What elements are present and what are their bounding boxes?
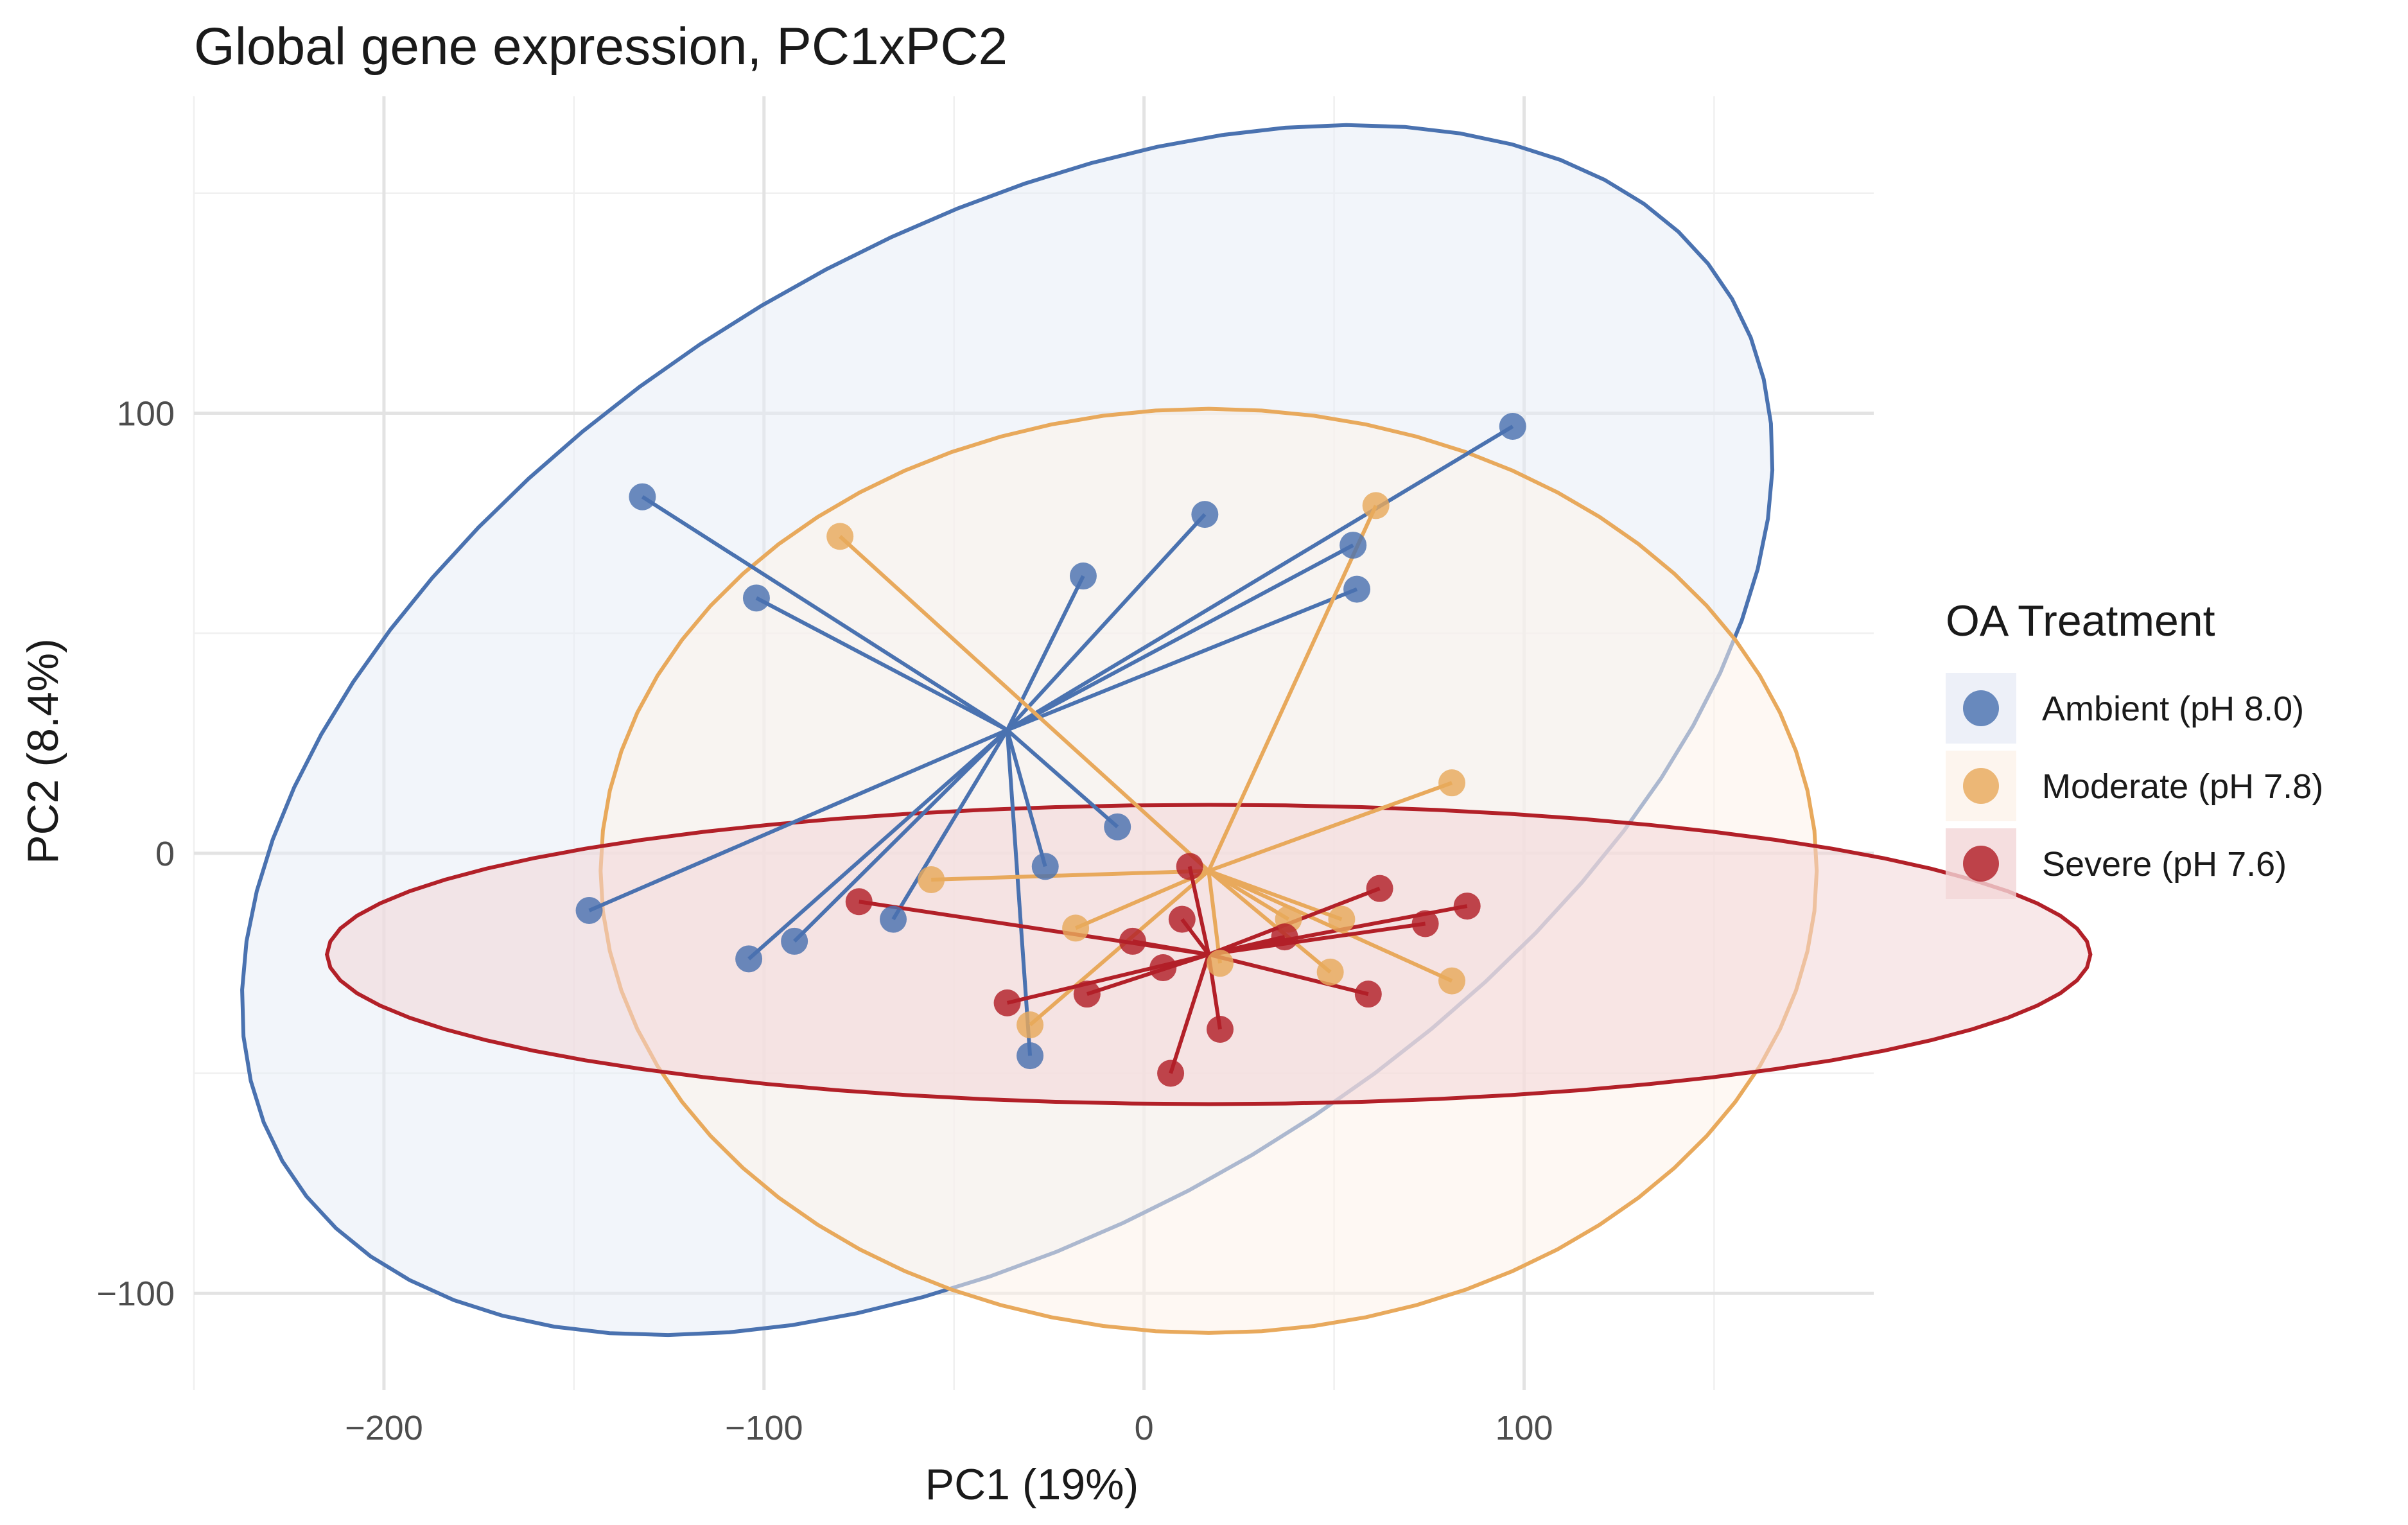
x-axis-title: PC1 (19%) [925,1460,1139,1509]
data-point-series-0 [880,905,907,933]
data-point-series-1 [1328,905,1356,933]
legend-marker-0 [1963,690,1999,726]
spider-line-series-0 [1005,575,1085,731]
x-axis-ticks: −200 −100 0 100 [345,1409,1553,1447]
spider-line-series-0 [1005,729,1047,867]
spider-line-series-0 [1006,728,1119,828]
spider-line-series-0 [1006,424,1514,732]
spider-line-series-0 [1006,513,1207,731]
y-axis-title: PC2 (8.4%) [19,638,67,864]
data-point-series-0 [1016,1042,1044,1070]
data-point-series-1 [918,866,945,893]
spider-line-series-2 [1169,954,1211,1074]
data-point-series-1 [1316,958,1344,986]
spider-line-series-0 [891,729,1009,921]
spider-line-series-1 [1207,870,1222,964]
data-point-series-0 [1069,562,1097,590]
spider-line-series-0 [755,596,1008,732]
data-point-series-0 [1031,853,1059,880]
spider-line-series-0 [1006,543,1354,732]
data-point-series-2 [1073,980,1101,1008]
spider-line-series-0 [1006,587,1358,732]
data-point-series-0 [575,896,603,924]
legend-label-1: Moderate (pH 7.8) [2042,767,2323,806]
legend-title: OA Treatment [1946,597,2215,645]
data-point-series-2 [1354,980,1382,1008]
data-point-series-0 [735,945,763,973]
data-point-series-0 [629,483,656,510]
data-point-series-1 [1016,1011,1044,1039]
data-point-series-2 [845,888,873,916]
data-point-series-1 [826,523,854,550]
spider-line-series-0 [793,728,1009,943]
y-tick-label: 100 [117,394,175,433]
x-tick-label: 0 [1135,1409,1154,1447]
y-axis-ticks: −100 0 100 [96,394,175,1313]
data-point-series-0 [1343,575,1371,603]
legend-marker-1 [1963,768,1999,804]
data-point-series-1 [1362,492,1390,519]
data-point-series-2 [1176,853,1203,880]
legend: OA Treatment Ambient (pH 8.0) Moderate (p… [1946,597,2323,899]
data-point-series-2 [1119,927,1146,955]
spider-line-series-1 [1208,781,1453,873]
x-tick-label: −200 [345,1409,423,1447]
data-point-series-2 [1366,875,1393,902]
spider-line-series-1 [931,869,1209,882]
data-point-series-1 [1438,967,1466,995]
data-point-series-2 [1207,1015,1234,1043]
data-point-series-1 [1062,914,1090,942]
data-point-series-0 [742,584,770,612]
data-point-series-2 [1453,893,1481,920]
x-tick-label: 100 [1495,1409,1553,1447]
x-tick-label: −100 [725,1409,803,1447]
data-point-series-0 [1191,501,1219,528]
data-point-series-1 [1207,950,1234,977]
y-tick-label: −100 [96,1275,175,1313]
data-point-series-0 [1104,813,1131,841]
data-point-series-0 [781,927,808,955]
legend-label-0: Ambient (pH 8.0) [2042,690,2304,728]
spider-line-series-1 [1074,869,1210,930]
spider-line-series-1 [1029,869,1210,1027]
spider-line-series-0 [588,728,1008,912]
data-point-series-2 [1149,954,1177,982]
plot-area [193,96,2093,1390]
y-tick-label: 0 [155,835,175,873]
data-point-series-2 [1157,1059,1185,1087]
data-point-series-0 [1339,532,1367,559]
data-point-series-2 [993,989,1021,1016]
chart-title: Global gene expression, PC1xPC2 [194,17,1008,76]
spider-line-series-1 [1207,505,1378,872]
data-point-series-2 [1168,905,1196,933]
data-point-series-1 [1438,769,1466,797]
spider-line-series-2 [1208,952,1369,997]
spider-line-series-1 [1207,869,1332,974]
spider-line-series-0 [747,728,1009,961]
legend-label-2: Severe (pH 7.6) [2042,845,2287,884]
spider-line-series-0 [1005,729,1033,1056]
spider-line-series-1 [839,535,1210,873]
data-point-series-2 [1271,923,1298,951]
legend-marker-2 [1963,846,1999,882]
spider-line-series-2 [1187,866,1211,955]
spider-line-series-0 [641,495,1009,732]
data-point-series-0 [1499,413,1526,440]
data-point-series-2 [1411,910,1439,937]
